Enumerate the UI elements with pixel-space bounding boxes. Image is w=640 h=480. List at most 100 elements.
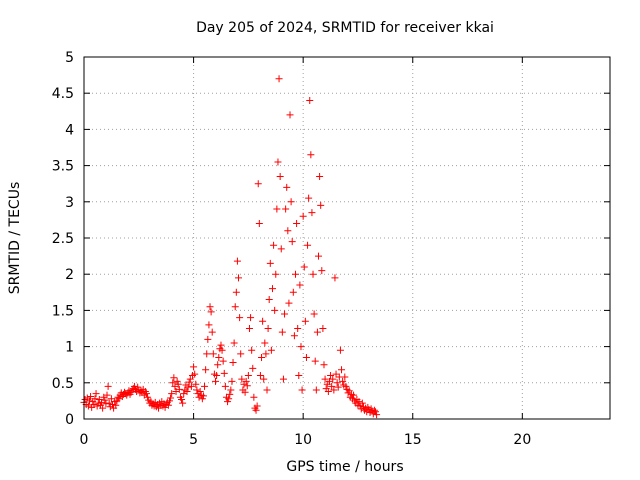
axis-ticks: 0 0.5 1 1.5 2 2.5 3 3.5 4 4.5 5 0 5 10 15 20 (52, 50, 610, 448)
data-point (196, 387, 204, 395)
data-point (309, 270, 317, 278)
x-tick-label: 0 (80, 432, 89, 448)
data-point (130, 382, 138, 390)
data-point (271, 306, 279, 314)
data-point (191, 370, 199, 378)
data-point (261, 339, 269, 347)
data-point (212, 377, 219, 385)
data-point (281, 310, 289, 318)
data-point (312, 386, 320, 394)
data-point (260, 375, 268, 383)
data-point (350, 391, 358, 399)
data-point (232, 288, 240, 296)
data-point (169, 379, 177, 387)
data-point (186, 375, 194, 383)
data-point (310, 310, 318, 318)
data-point (201, 382, 209, 390)
data-point (221, 382, 229, 390)
data-point (313, 328, 321, 336)
data-point (373, 411, 381, 419)
data-point (293, 220, 301, 228)
data-point (321, 375, 329, 383)
data-point (105, 399, 113, 407)
x-tick-label: 5 (189, 432, 198, 448)
data-point (229, 359, 237, 367)
data-point (250, 393, 258, 401)
data-point (339, 377, 347, 385)
data-point (104, 382, 112, 390)
data-point (268, 285, 276, 293)
data-point (84, 402, 92, 410)
data-point (99, 404, 107, 412)
data-point (192, 380, 200, 388)
data-point (291, 270, 299, 278)
data-point (332, 370, 340, 378)
data-point (331, 274, 339, 282)
data-point (283, 183, 291, 191)
y-tick-label: 5 (65, 50, 74, 66)
data-point (284, 227, 292, 235)
data-point (316, 172, 324, 180)
data-point (170, 374, 178, 382)
y-tick-label: 0 (65, 412, 74, 428)
data-point (247, 314, 255, 322)
data-point (304, 241, 312, 249)
data-point (208, 328, 216, 336)
data-point (128, 386, 136, 394)
data-point (371, 408, 379, 416)
data-point (302, 353, 310, 361)
data-point (324, 387, 332, 395)
y-tick-label: 1 (65, 340, 74, 356)
data-point (299, 212, 307, 220)
data-point (255, 220, 263, 228)
data-point (274, 158, 282, 166)
data-point (254, 180, 262, 188)
data-point (345, 387, 353, 395)
data-point (199, 392, 207, 400)
plot-frame (83, 56, 611, 420)
data-point (198, 395, 206, 403)
data-point (165, 397, 173, 405)
data-point (308, 209, 316, 217)
data-point (87, 393, 95, 401)
data-point (330, 386, 338, 394)
data-point (231, 303, 239, 311)
data-point (179, 399, 187, 407)
data-point (213, 372, 221, 380)
data-point (265, 296, 273, 304)
y-tick-label: 2 (65, 267, 74, 283)
data-point (206, 303, 214, 311)
data-point (256, 372, 264, 380)
data-point (230, 339, 238, 347)
data-point (279, 375, 287, 383)
data-point (243, 382, 251, 390)
data-point (224, 398, 232, 406)
data-point (329, 375, 337, 383)
data-point (174, 380, 182, 388)
data-point (217, 341, 225, 349)
data-point (333, 379, 341, 387)
data-point (190, 363, 198, 371)
data-point (178, 395, 186, 403)
data-point (328, 382, 336, 390)
data-point (296, 281, 304, 289)
y-tick-label: 4.5 (52, 86, 74, 102)
data-point (358, 399, 366, 407)
data-point (307, 151, 315, 159)
data-point (259, 317, 267, 325)
data-point (205, 321, 213, 329)
data-point (237, 350, 245, 358)
data-point (164, 401, 172, 409)
data-point (306, 96, 314, 104)
data-point (168, 390, 176, 398)
data-point (289, 288, 297, 296)
chart-title: Day 205 of 2024, SRMTID for receiver kka… (196, 20, 494, 36)
data-point (266, 259, 274, 267)
y-tick-label: 1.5 (52, 303, 74, 319)
data-point (249, 364, 257, 372)
data-point (320, 361, 328, 369)
data-point (277, 245, 285, 253)
data-points (80, 75, 381, 419)
data-point (272, 270, 280, 278)
data-point (184, 383, 192, 391)
